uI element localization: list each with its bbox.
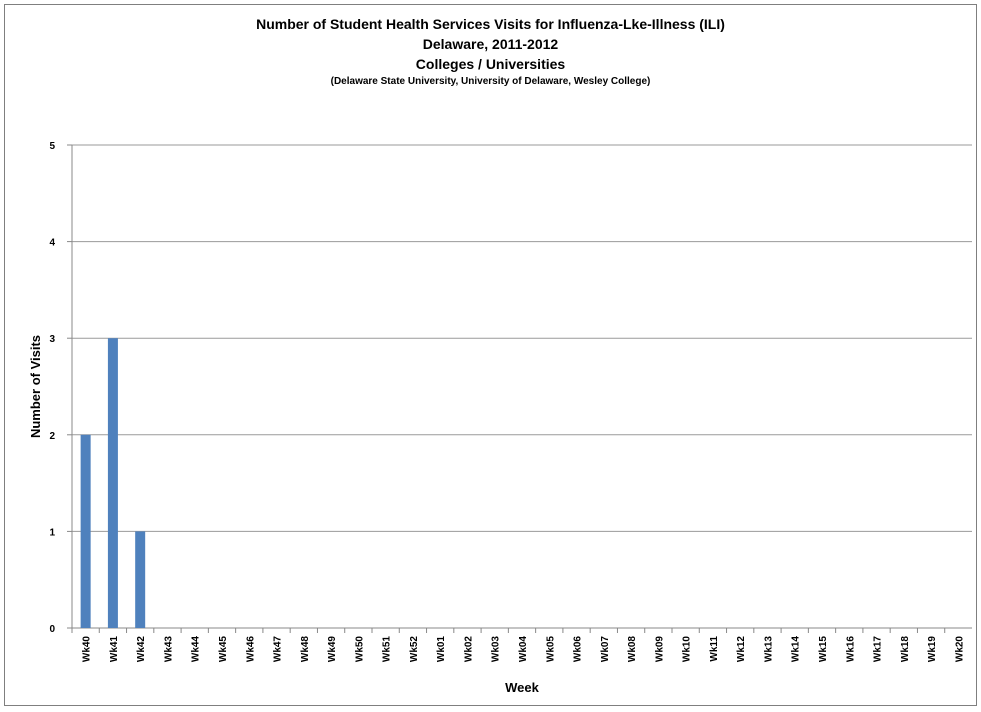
x-tick-label: Wk17 <box>873 636 884 663</box>
x-tick-label: Wk16 <box>845 636 856 663</box>
x-tick-label: Wk06 <box>573 636 584 663</box>
x-tick-label: Wk09 <box>654 636 665 663</box>
x-tick-label: Wk15 <box>818 636 829 663</box>
y-tick-label: 3 <box>49 334 55 345</box>
x-tick-label: Wk12 <box>736 636 747 663</box>
x-tick-label: Wk02 <box>463 636 474 663</box>
bar <box>80 434 91 628</box>
x-tick-label: Wk18 <box>900 636 911 663</box>
x-tick-label: Wk45 <box>218 636 229 663</box>
x-tick-label: Wk41 <box>109 636 120 663</box>
x-tick-label: Wk42 <box>136 636 147 663</box>
y-axis-title: Number of Visits <box>28 335 43 438</box>
x-tick-label: Wk11 <box>709 636 720 662</box>
x-tick-label: Wk49 <box>327 636 338 663</box>
chart-subtitle-1: Delaware, 2011-2012 <box>422 36 559 52</box>
x-tick-label: Wk08 <box>627 636 638 663</box>
chart-titles: Number of Student Health Services Visits… <box>0 14 981 90</box>
x-tick-label: Wk43 <box>163 636 174 663</box>
bars <box>80 338 146 628</box>
x-tick-label: Wk44 <box>191 636 202 663</box>
y-tick-label: 4 <box>49 238 55 249</box>
x-tick-label: Wk47 <box>273 636 284 663</box>
x-tick-label: Wk40 <box>82 636 93 663</box>
x-axis-title: Week <box>505 680 539 695</box>
x-tick-label: Wk13 <box>763 636 774 663</box>
y-tick-label: 0 <box>49 624 55 635</box>
chart-subtitle-2: Colleges / Universities <box>415 56 566 72</box>
x-tick-label: Wk07 <box>600 636 611 663</box>
x-tick-label: Wk14 <box>791 636 802 663</box>
bar <box>107 338 118 628</box>
x-tick-label: Wk46 <box>245 636 256 663</box>
x-tick-label: Wk20 <box>954 636 965 663</box>
chart-frame <box>4 4 977 706</box>
bar <box>135 531 146 628</box>
x-tick-label: Wk05 <box>545 636 556 663</box>
x-tick-label: Wk48 <box>300 636 311 663</box>
chart-title: Number of Student Health Services Visits… <box>256 16 725 32</box>
y-tick-labels: 0 1 2 3 4 5 <box>49 141 55 635</box>
x-tick-label: Wk52 <box>409 636 420 663</box>
y-tick-label: 5 <box>49 141 55 152</box>
y-tick-label: 1 <box>49 527 55 538</box>
x-tick-labels: Wk40 Wk41 Wk42 Wk43 Wk44 Wk45 Wk46 Wk47 Wk48 Wk49… <box>82 636 966 663</box>
x-tick-label: Wk03 <box>491 636 502 663</box>
x-tick-label: Wk01 <box>436 636 447 663</box>
x-tick-label: Wk04 <box>518 636 529 663</box>
x-tick-label: Wk51 <box>382 636 393 663</box>
x-tick-label: Wk10 <box>682 636 693 663</box>
gridlines <box>67 144 972 633</box>
y-tick-label: 2 <box>49 431 55 442</box>
x-tick-label: Wk19 <box>927 636 938 663</box>
chart-subtitle-3: (Delaware State University, University o… <box>330 76 651 87</box>
x-tick-label: Wk50 <box>354 636 365 663</box>
